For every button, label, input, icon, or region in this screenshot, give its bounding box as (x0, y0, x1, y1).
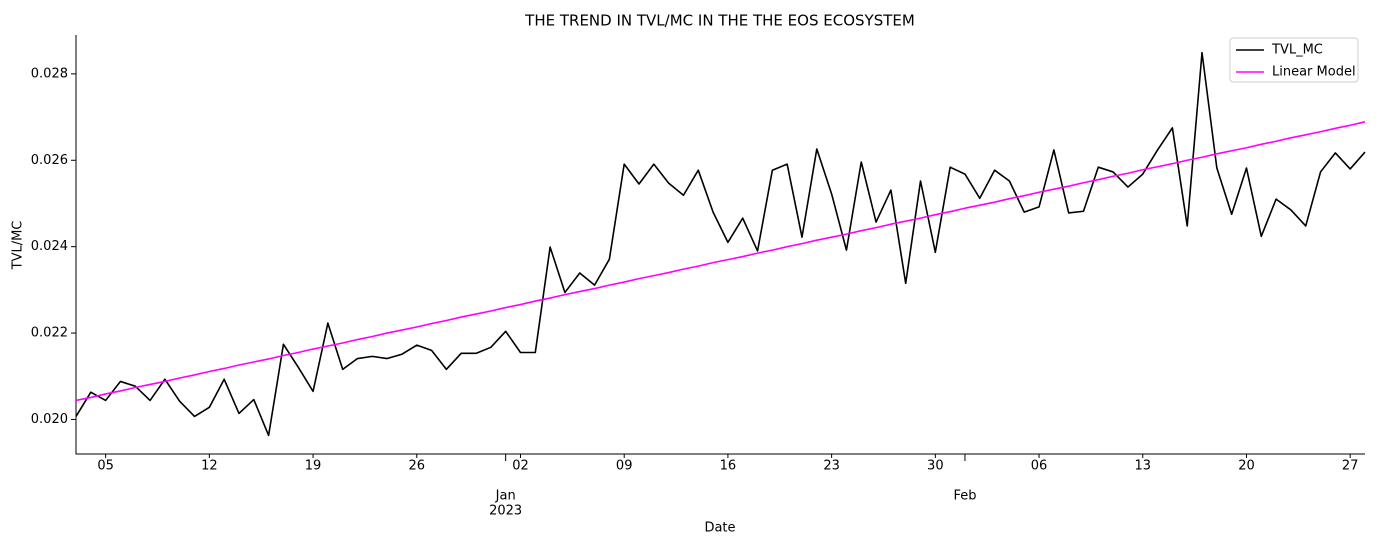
line (75, 121, 1366, 402)
legend-label: Linear Model (1272, 65, 1356, 80)
legend-box (1229, 37, 1359, 83)
legend-label: TVL_MC (1271, 43, 1323, 58)
x-major-sublabel: 2023 (489, 504, 522, 519)
x-tick-label: 09 (616, 459, 633, 474)
y-axis-label: TVL/MC (11, 221, 26, 271)
x-tick-label: 26 (408, 459, 425, 474)
chart-title: THE TREND IN TVL/MC IN THE THE EOS ECOSY… (524, 12, 915, 30)
x-major-label: Jan (495, 489, 516, 504)
x-axis-label: Date (704, 521, 735, 536)
y-tick-label: 0.020 (31, 412, 68, 427)
x-tick-label: 30 (927, 459, 944, 474)
x-tick-label: 12 (201, 459, 218, 474)
x-tick-label: 19 (305, 459, 322, 474)
x-tick-label: 02 (512, 459, 529, 474)
y-tick-label: 0.024 (31, 239, 68, 254)
y-tick-label: 0.022 (31, 326, 68, 341)
y-tick-label: 0.026 (31, 153, 68, 168)
x-tick-label: 13 (1134, 459, 1151, 474)
x-tick-label: 23 (823, 459, 840, 474)
x-tick-label: 16 (720, 459, 737, 474)
x-tick-label: 27 (1342, 459, 1359, 474)
y-tick-label: 0.028 (31, 66, 68, 81)
x-tick-label: 05 (97, 459, 114, 474)
x-tick-label: 06 (1031, 459, 1048, 474)
line (75, 51, 1366, 437)
x-major-label: Feb (953, 489, 976, 504)
x-tick-label: 20 (1238, 459, 1255, 474)
